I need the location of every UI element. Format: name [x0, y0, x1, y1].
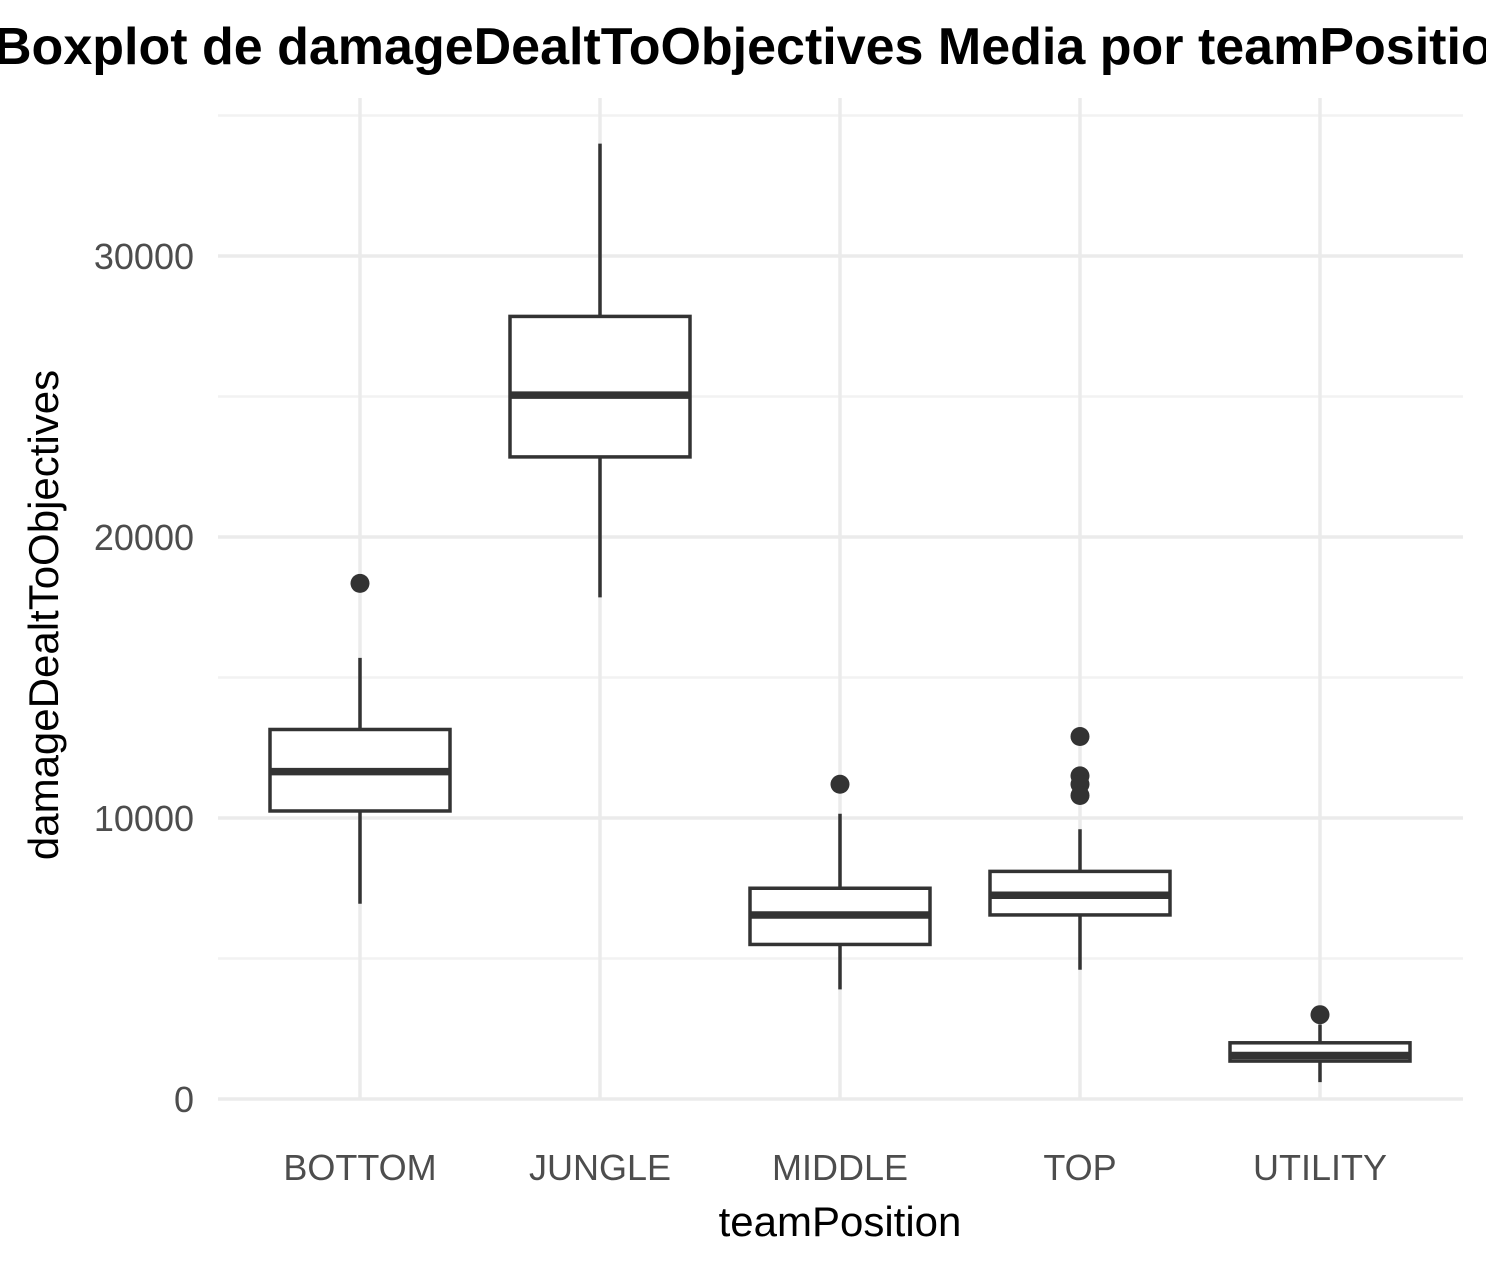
box-jungle	[508, 143, 692, 598]
outlier-point	[1070, 727, 1090, 747]
iqr-box	[508, 314, 692, 459]
outlier-point	[350, 573, 370, 593]
x-tick-label: TOP	[1043, 1147, 1116, 1188]
outlier-point	[830, 774, 850, 794]
x-tick-label: MIDDLE	[772, 1147, 908, 1188]
box-top	[988, 727, 1172, 970]
x-tick-labels: BOTTOM JUNGLE MIDDLE TOP UTILITY	[283, 1147, 1387, 1188]
y-tick-label: 30000	[94, 236, 194, 277]
box-bottom	[268, 573, 452, 904]
y-tick-label: 20000	[94, 517, 194, 558]
boxes	[268, 143, 1412, 1083]
box-utility	[1228, 1005, 1412, 1083]
x-axis-label: teamPosition	[719, 1198, 962, 1245]
y-tick-label: 10000	[94, 798, 194, 839]
outlier-point	[1310, 1005, 1330, 1025]
chart-title: Boxplot de damageDealtToObjectives Media…	[0, 18, 1486, 76]
x-tick-label: JUNGLE	[529, 1147, 671, 1188]
box-middle	[748, 774, 932, 990]
x-tick-label: BOTTOM	[283, 1147, 436, 1188]
x-tick-label: UTILITY	[1253, 1147, 1387, 1188]
y-tick-labels: 0 10000 20000 30000	[94, 236, 194, 1120]
outlier-point	[1070, 786, 1090, 806]
y-axis-label: damageDealtToObjectives	[20, 370, 67, 860]
y-tick-label: 0	[174, 1079, 194, 1120]
